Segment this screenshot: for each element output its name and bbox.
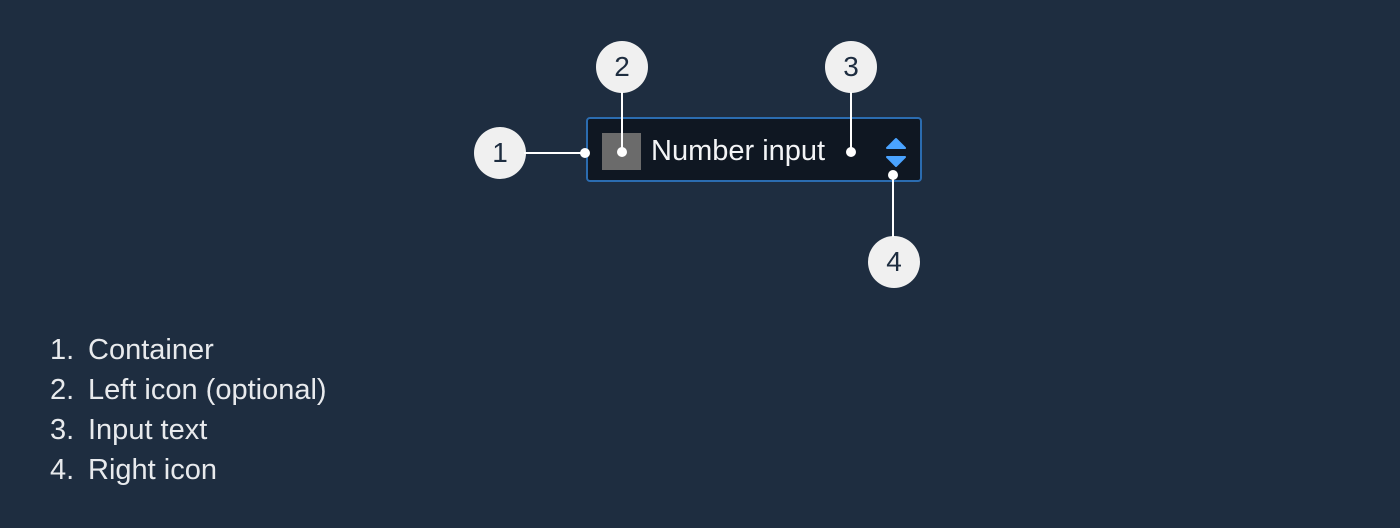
anchor-dot-3: [846, 147, 856, 157]
callout-3: 3: [825, 41, 877, 93]
input-text[interactable]: Number input: [651, 135, 826, 167]
number-input-container[interactable]: Number input: [586, 117, 922, 182]
increment-arrow-icon: [886, 138, 906, 149]
leader-line-4: [892, 176, 894, 237]
legend-item-left-icon: 2. Left icon (optional): [50, 374, 327, 406]
up-down-stepper-icon[interactable]: [884, 135, 908, 171]
callout-4: 4: [868, 236, 920, 288]
decrement-arrow-icon: [886, 156, 906, 167]
legend-item-input-text: 3. Input text: [50, 414, 208, 446]
legend-item-container: 1. Container: [50, 334, 214, 366]
leader-line-3: [850, 92, 852, 152]
callout-2: 2: [596, 41, 648, 93]
leader-line-2: [621, 92, 623, 152]
anatomy-legend: 1. Container 2. Left icon (optional) 3. Inp…: [50, 330, 327, 490]
legend-item-right-icon: 4. Right icon: [50, 454, 217, 486]
anchor-dot-4: [888, 170, 898, 180]
anchor-dot-1: [580, 148, 590, 158]
leader-line-1: [524, 152, 585, 154]
callout-1: 1: [474, 127, 526, 179]
anchor-dot-2: [617, 147, 627, 157]
